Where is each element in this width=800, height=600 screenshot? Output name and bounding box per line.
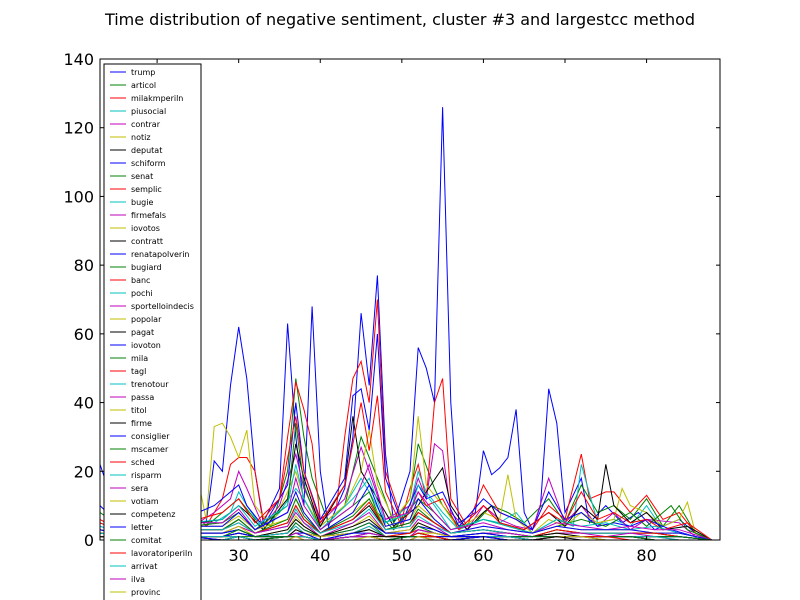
axes-frame bbox=[99, 58, 721, 541]
legend-label-titol: titol bbox=[131, 406, 147, 415]
series-line-bugie bbox=[99, 464, 712, 541]
legend-label-competenz: competenz bbox=[131, 510, 175, 519]
legend-label-iovoton: iovoton bbox=[131, 341, 161, 350]
legend-label-bugiard: bugiard bbox=[131, 263, 162, 272]
legend-label-trenotour: trenotour bbox=[131, 380, 169, 389]
legend-label-contratt: contratt bbox=[131, 237, 163, 246]
legend-label-tagl: tagl bbox=[131, 367, 146, 376]
legend-label-deputat: deputat bbox=[131, 146, 162, 155]
y-tick-label: 20 bbox=[74, 462, 94, 481]
legend-label-banc: banc bbox=[131, 276, 150, 285]
legend-label-arrivat: arrivat bbox=[131, 562, 157, 571]
legend-label-sera: sera bbox=[131, 484, 148, 493]
legend-label-mila: mila bbox=[131, 354, 148, 363]
legend-label-risparm: risparm bbox=[131, 471, 162, 480]
chart-title: Time distribution of negative sentiment,… bbox=[104, 10, 696, 29]
y-tick-label: 0 bbox=[84, 531, 94, 550]
x-tick-label: 40 bbox=[310, 546, 330, 565]
legend-label-pagat: pagat bbox=[131, 328, 154, 337]
series-line-firmefals bbox=[99, 462, 712, 541]
legend-label-consiglier: consiglier bbox=[131, 432, 170, 441]
y-tick-label: 140 bbox=[63, 50, 94, 69]
legend-label-bugie: bugie bbox=[131, 198, 153, 207]
legend-label-notiz: notiz bbox=[131, 133, 151, 142]
legend-label-piusocial: piusocial bbox=[131, 107, 166, 116]
x-tick-label: 50 bbox=[392, 546, 412, 565]
series-line-renatapolverin bbox=[99, 483, 712, 541]
legend-label-lavoratoriperiln: lavoratoriperiln bbox=[131, 549, 192, 558]
y-tick-label: 100 bbox=[63, 187, 94, 206]
legend-label-renatapolverin: renatapolverin bbox=[131, 250, 189, 259]
legend-label-articol: articol bbox=[131, 81, 156, 90]
legend-label-popolar: popolar bbox=[131, 315, 162, 324]
legend: trump articol milakmperiln piusocial contrar… bbox=[103, 63, 202, 600]
y-tick-label: 40 bbox=[74, 394, 94, 413]
legend-label-ilva: ilva bbox=[131, 575, 145, 584]
legend-label-milakmperiln: milakmperiln bbox=[131, 94, 183, 103]
legend-label-senat: senat bbox=[131, 172, 153, 181]
x-tick-label: 80 bbox=[636, 546, 656, 565]
legend-label-semplic: semplic bbox=[131, 185, 162, 194]
legend-label-pochi: pochi bbox=[131, 289, 153, 298]
legend-label-votiam: votiam bbox=[131, 497, 159, 506]
legend-label-schiform: schiform bbox=[131, 159, 166, 168]
y-tick-label: 60 bbox=[74, 325, 94, 344]
legend-label-sched: sched bbox=[131, 458, 155, 467]
legend-label-mscamer: mscamer bbox=[131, 445, 169, 454]
legend-label-contrar: contrar bbox=[131, 120, 161, 129]
legend-label-iovotos: iovotos bbox=[131, 224, 160, 233]
x-tick-label: 70 bbox=[555, 546, 575, 565]
legend-label-letter: letter bbox=[131, 523, 153, 532]
legend-label-firme: firme bbox=[131, 419, 152, 428]
legend-label-passa: passa bbox=[131, 393, 154, 402]
legend-label-comitat: comitat bbox=[131, 536, 161, 545]
legend-label-provinc: provinc bbox=[131, 588, 161, 597]
x-tick-label: 30 bbox=[229, 546, 249, 565]
legend-label-trump: trump bbox=[131, 68, 155, 77]
legend-label-sportelloindecis: sportelloindecis bbox=[131, 302, 194, 311]
legend-label-firmefals: firmefals bbox=[131, 211, 166, 220]
y-tick-label: 80 bbox=[74, 256, 94, 275]
x-tick-label: 60 bbox=[473, 546, 493, 565]
y-tick-label: 120 bbox=[63, 119, 94, 138]
series-line-pochi bbox=[99, 508, 712, 541]
series-line-milakmperiln bbox=[99, 83, 712, 541]
